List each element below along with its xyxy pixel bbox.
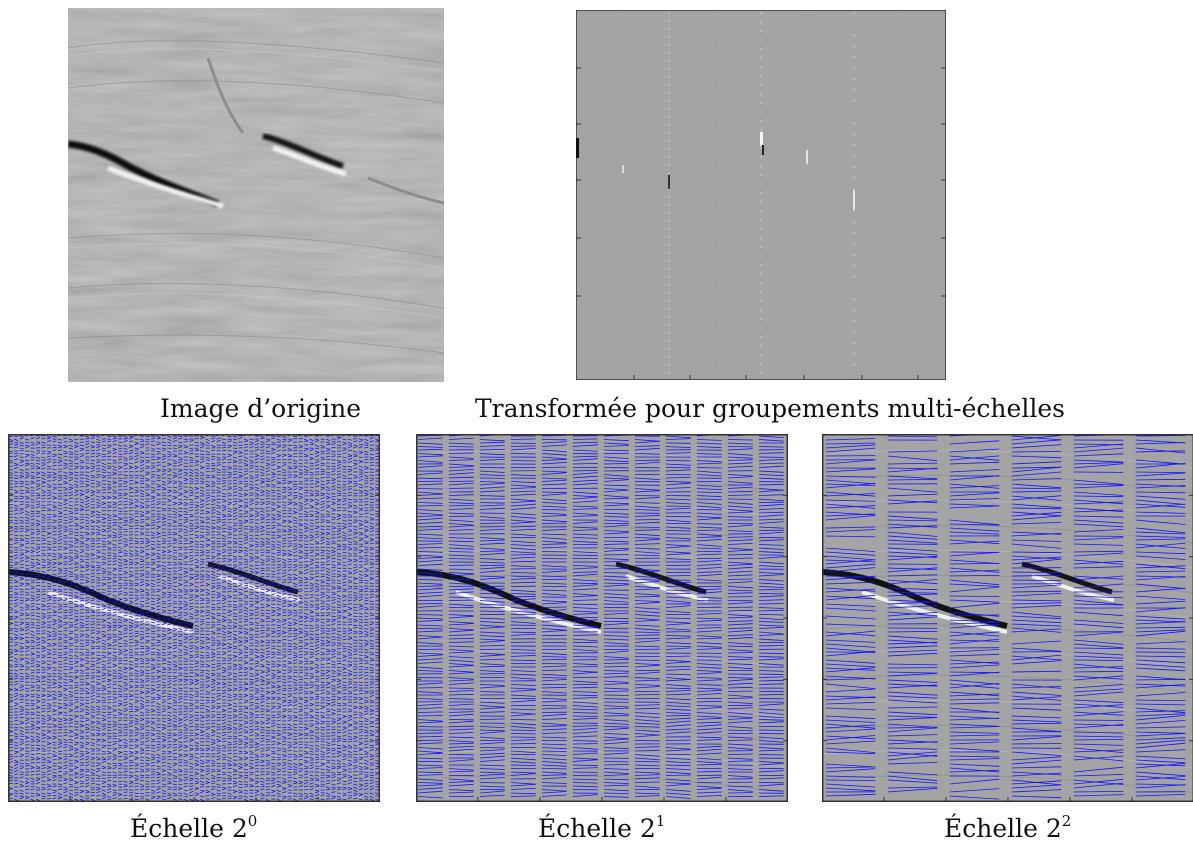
- fault-bright-edge: [107, 165, 224, 209]
- scale-1-panel: [416, 434, 788, 802]
- caption-scale-2: Échelle 22: [944, 812, 1072, 843]
- caption-original: Image d’origine: [160, 394, 362, 423]
- fault-dark-edge: [68, 140, 220, 208]
- original-image: [68, 8, 444, 382]
- scale-0-panel: [8, 434, 380, 802]
- scale-2-panel: [822, 434, 1193, 802]
- caption-scale-1: Échelle 21: [538, 812, 666, 843]
- caption-transform: Transformée pour groupements multi-échel…: [475, 394, 1065, 423]
- caption-scale-0: Échelle 20: [130, 812, 258, 843]
- transform-image: [576, 10, 946, 380]
